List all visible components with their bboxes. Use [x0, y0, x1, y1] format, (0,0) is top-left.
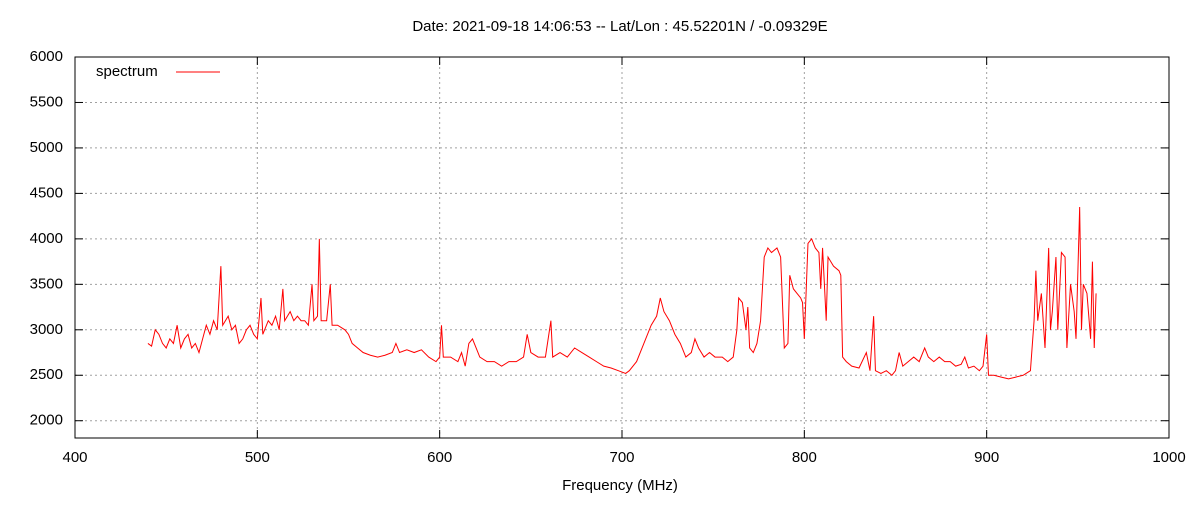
y-tick-label: 4000 [30, 230, 63, 247]
x-tick-label: 500 [245, 449, 270, 466]
y-tick-label: 2000 [30, 412, 63, 429]
x-tick-label: 700 [609, 449, 634, 466]
series-line [147, 207, 1097, 380]
x-tick-label: 400 [62, 449, 87, 466]
x-tick-label: 900 [974, 449, 999, 466]
x-tick-label: 600 [427, 449, 452, 466]
y-tick-label: 3500 [30, 275, 63, 292]
plot-border [74, 56, 1170, 439]
legend-label: spectrum [96, 63, 158, 80]
y-tick-label: 4500 [30, 184, 63, 201]
y-tick-label: 3000 [30, 321, 63, 338]
y-tick-label: 2500 [30, 366, 63, 383]
x-axis-label: Frequency (MHz) [562, 477, 678, 494]
x-tick-label: 1000 [1152, 449, 1185, 466]
x-tick-label: 800 [792, 449, 817, 466]
chart-title: Date: 2021-09-18 14:06:53 -- Lat/Lon : 4… [412, 18, 827, 35]
y-tick-label: 5500 [30, 93, 63, 110]
y-tick-label: 6000 [30, 48, 63, 65]
y-tick-label: 5000 [30, 139, 63, 156]
